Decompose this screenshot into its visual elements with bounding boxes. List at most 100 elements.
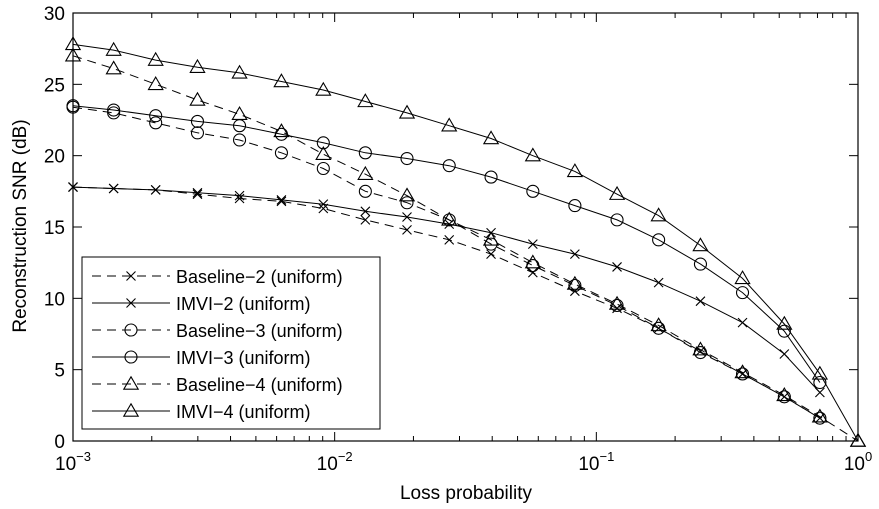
data-point [484,170,498,184]
series-layer [64,36,867,447]
data-point [734,364,751,379]
data-point [400,151,414,166]
data-point [734,270,751,285]
legend-box [81,256,381,430]
data-point [653,277,664,288]
data-point [358,146,372,160]
data-point [318,203,329,214]
data-point [442,159,456,173]
data-point [568,199,582,213]
x-tick-base: 10 [55,454,76,475]
data-point [105,41,122,56]
data-point [566,163,584,178]
data-point [357,93,374,108]
legend-entry: IMVI−2 (uniform) [92,294,311,314]
data-point [64,36,82,51]
y-tick-label: 10 [44,289,65,310]
data-point [568,278,582,293]
x-tick-base: 10 [317,454,338,475]
legend-entry: Baseline−3 (uniform) [92,321,343,341]
data-point [849,432,867,447]
data-point [612,262,622,272]
y-tick-label: 20 [44,147,65,168]
data-point [232,133,247,147]
series-line [72,55,859,442]
data-point [318,199,329,210]
data-point [150,185,161,195]
legend-label: Baseline−4 (uniform) [176,375,343,395]
data-point [652,233,666,247]
data-point [610,298,624,313]
data-point [149,109,163,123]
data-point [693,257,708,271]
x-axis: 10−3 10−2 10−1 100 [55,13,872,475]
data-point [316,161,330,176]
series-line [72,105,821,383]
x-tick-exponent: −1 [599,449,614,464]
data-point [814,387,825,398]
data-point [108,183,119,194]
data-point [482,231,500,246]
x-tick-label: 10−3 [55,449,91,475]
data-point [315,81,332,96]
data-point [813,411,827,425]
data-point [190,126,205,140]
data-point [608,185,626,200]
data-point [273,123,290,138]
legend-entry: Baseline−2 (uniform) [92,267,343,287]
x-tick-label: 10−1 [578,449,614,475]
data-point [189,58,206,73]
data-point [360,214,371,225]
data-point [527,239,538,250]
data-point [444,219,455,230]
data-point [482,130,500,145]
data-point [486,249,496,259]
series-4 [66,99,827,390]
data-point [276,196,287,207]
data-point [360,206,371,217]
legend-label: Baseline−2 (uniform) [176,267,343,287]
x-tick-label: 10−2 [317,449,353,475]
legend-marker [124,323,138,337]
data-point [441,211,458,226]
data-point [811,365,829,380]
data-point [441,117,458,132]
data-point [695,296,706,307]
legend-marker [126,271,136,281]
data-point [608,295,626,310]
legend: Baseline−2 (uniform) IMVI−2 (uniform) Base… [81,256,381,430]
x-tick-base: 10 [578,454,599,475]
data-point [610,213,624,227]
legend-label: IMVI−3 (uniform) [176,348,311,368]
data-point [650,207,667,222]
y-tick-label: 25 [44,75,65,96]
data-point [398,187,416,202]
legend-entry: IMVI−4 (uniform) [92,402,311,422]
y-axis-label: Reconstruction SNR (dB) [10,119,31,332]
series-6 [64,36,867,447]
data-point [398,104,416,119]
data-point [777,390,791,404]
y-axis: 0 5 10 15 20 25 30 [44,4,858,453]
data-point [566,275,584,290]
data-point [735,367,750,381]
data-point [735,286,750,300]
data-point [569,249,580,259]
legend-label: IMVI−4 (uniform) [176,402,311,422]
data-point [526,184,540,198]
data-point [316,136,330,150]
legend-marker [122,375,140,390]
data-point [692,341,709,356]
data-point [524,147,542,162]
data-point [68,182,78,192]
data-point [811,408,829,423]
data-point [524,254,542,269]
data-point [147,76,164,91]
data-point [189,91,206,106]
data-point [527,267,538,278]
x-tick-exponent: −3 [76,449,91,464]
data-point [107,103,121,117]
data-point [692,237,709,252]
data-point [400,196,414,210]
legend-label: IMVI−2 (uniform) [176,294,311,314]
